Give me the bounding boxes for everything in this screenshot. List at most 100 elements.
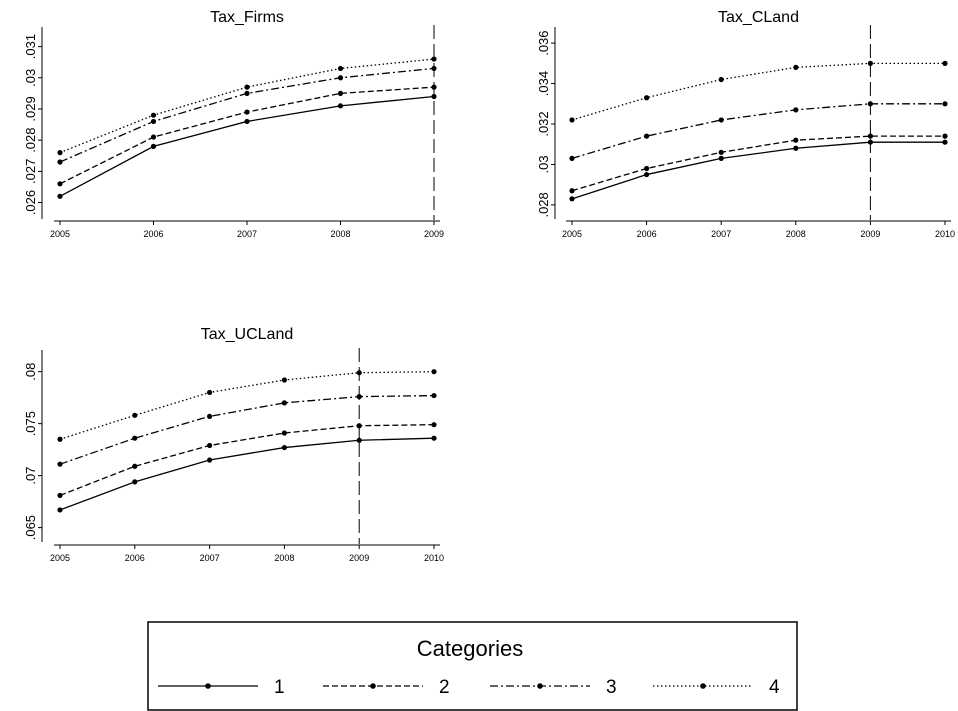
series-line-4 — [59, 58, 435, 154]
data-point — [150, 118, 157, 125]
data-point — [207, 413, 213, 419]
legend-marker — [700, 683, 706, 689]
data-point — [644, 95, 650, 101]
y-tick-label: .026 — [23, 190, 38, 215]
legend-marker — [537, 683, 543, 689]
data-point — [867, 101, 874, 107]
chart-panel-3: Tax_UCLand .065 .07 .075 .08 2005 2006 2007 2008… — [23, 326, 444, 563]
legend-label: 4 — [769, 677, 780, 698]
data-point — [867, 139, 874, 145]
data-point — [569, 188, 575, 194]
y-tick-label: .029 — [23, 96, 38, 121]
x-tick-label: 2008 — [786, 229, 806, 239]
series-line-4 — [571, 62, 945, 121]
x-tick-label: 2007 — [200, 553, 220, 563]
data-point — [132, 435, 138, 441]
data-point — [356, 370, 362, 376]
series-line-1 — [59, 437, 435, 511]
data-point — [718, 76, 724, 83]
data-point — [431, 84, 437, 90]
data-point — [281, 444, 287, 451]
series-line-2 — [571, 135, 945, 192]
y-tick-label: .034 — [536, 71, 551, 96]
data-point — [942, 139, 948, 145]
data-point — [569, 155, 575, 161]
legend: Categories 1 2 3 4 — [147, 621, 798, 711]
x-tick-label: 2009 — [860, 229, 880, 239]
legend-label: 1 — [274, 677, 285, 698]
data-point — [281, 430, 287, 436]
data-point — [337, 65, 344, 72]
x-tick-label: 2008 — [330, 229, 350, 239]
data-point — [150, 134, 157, 140]
y-tick-label: .031 — [23, 34, 38, 59]
chart-panel-2: Tax_CLand .028 .03 .032 .034 .036 2005 2006 2007… — [536, 9, 955, 239]
data-point — [244, 118, 250, 125]
data-point — [207, 442, 213, 449]
y-tick-label: .03 — [536, 155, 551, 173]
data-point — [281, 400, 287, 406]
series-line-3 — [59, 67, 435, 163]
x-tick-label: 2005 — [562, 229, 582, 239]
data-point — [57, 436, 63, 442]
data-point — [57, 461, 63, 467]
legend-item-3: 3 — [490, 677, 617, 698]
x-tick-label: 2010 — [935, 229, 955, 239]
data-point — [942, 101, 948, 107]
data-point — [132, 412, 138, 418]
series-line-3 — [59, 394, 435, 465]
y-tick-label: .032 — [536, 111, 551, 136]
legend-label: 2 — [439, 677, 450, 698]
data-point — [431, 392, 437, 399]
data-point — [644, 171, 650, 178]
data-point — [793, 137, 799, 143]
x-tick-label: 2009 — [349, 553, 369, 563]
data-point — [867, 133, 874, 139]
data-point — [431, 93, 437, 100]
y-tick-label: .065 — [23, 515, 38, 540]
y-tick-label: .08 — [23, 363, 38, 381]
y-tick-label: .075 — [23, 411, 38, 436]
data-point — [356, 437, 362, 443]
series-line-4 — [59, 371, 435, 440]
data-point — [793, 64, 799, 70]
data-point — [337, 103, 344, 109]
data-point — [431, 56, 437, 62]
data-point — [431, 435, 437, 441]
data-point — [207, 457, 213, 463]
data-point — [942, 133, 948, 139]
data-point — [431, 65, 437, 72]
chart-title: Tax_UCLand — [201, 326, 294, 343]
data-point — [57, 193, 63, 199]
legend-marker — [205, 683, 211, 689]
data-point — [207, 389, 213, 396]
data-point — [244, 109, 250, 115]
legend-title: Categories — [417, 636, 523, 661]
y-tick-label: .03 — [23, 69, 38, 87]
data-point — [431, 422, 437, 428]
data-point — [356, 423, 362, 429]
series-line-1 — [571, 141, 945, 200]
legend-box — [147, 621, 798, 711]
data-point — [793, 145, 799, 151]
data-point — [718, 117, 724, 123]
x-tick-label: 2007 — [237, 229, 257, 239]
data-point — [718, 149, 724, 155]
data-point — [718, 155, 724, 161]
data-point — [356, 394, 362, 400]
chart-title: Tax_Firms — [210, 9, 284, 26]
chart-panel-1: Tax_Firms .026 .027 .028 .029 .03 .031 2005 2006… — [23, 9, 444, 239]
legend-item-4: 4 — [653, 677, 780, 698]
data-point — [793, 107, 799, 113]
y-tick-label: .027 — [23, 159, 38, 184]
data-point — [132, 463, 138, 469]
x-tick-label: 2008 — [274, 553, 294, 563]
legend-marker — [370, 683, 376, 689]
data-point — [569, 196, 575, 202]
y-tick-label: .028 — [536, 192, 551, 217]
data-point — [150, 143, 157, 149]
x-tick-label: 2007 — [711, 229, 731, 239]
data-point — [942, 60, 948, 66]
x-tick-label: 2006 — [125, 553, 145, 563]
x-tick-label: 2006 — [143, 229, 163, 239]
